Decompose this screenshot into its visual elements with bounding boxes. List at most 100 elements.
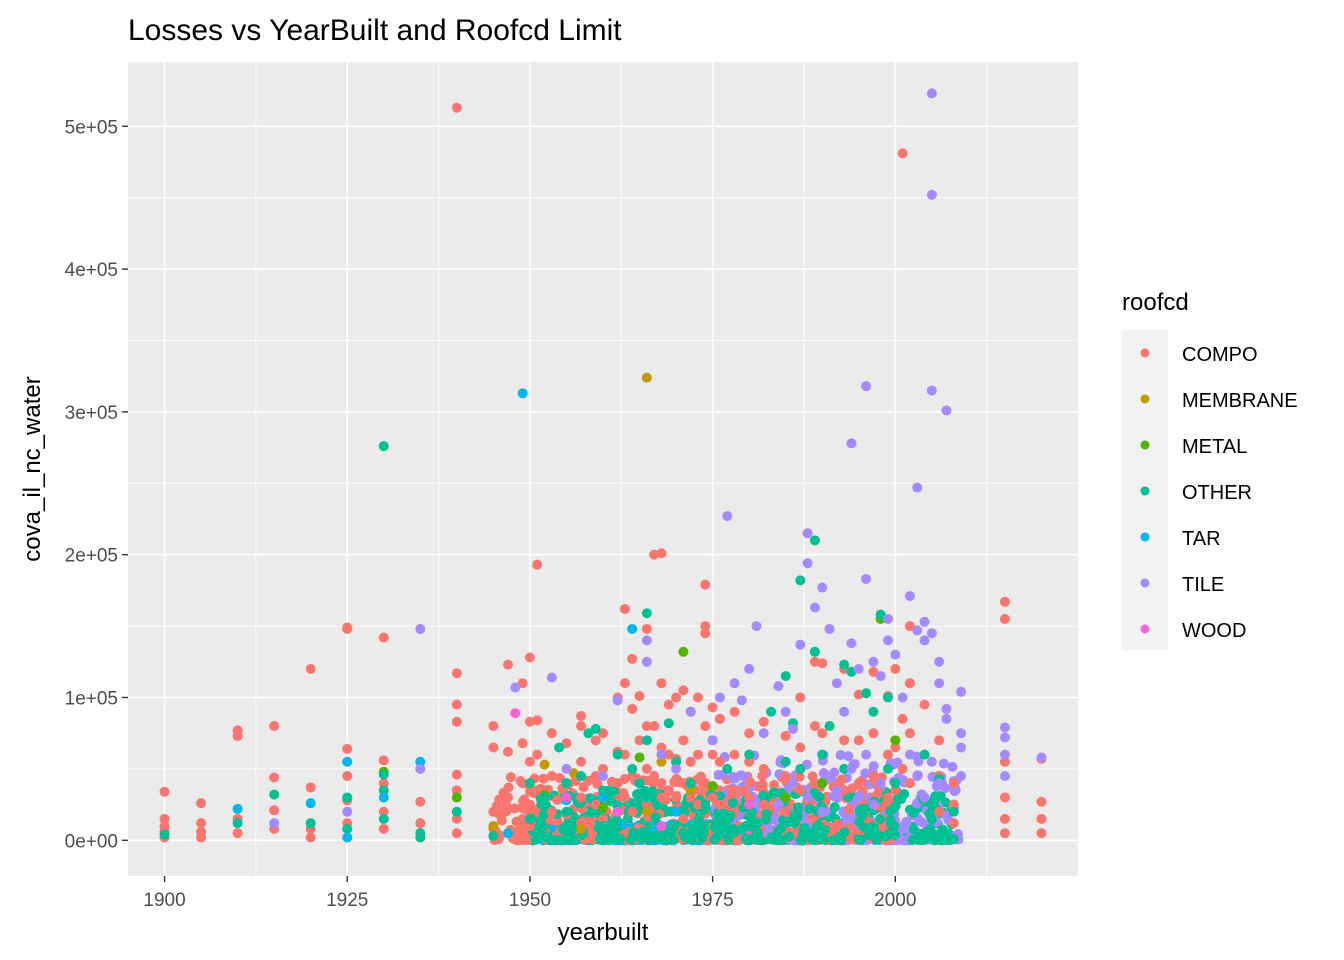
point-compo	[780, 806, 791, 817]
point-tar	[627, 623, 638, 634]
point-other	[712, 816, 723, 827]
point-other	[583, 728, 594, 739]
point-compo	[305, 782, 316, 793]
point-other	[778, 814, 789, 825]
point-other	[871, 834, 882, 845]
x-tick-label: 1900	[143, 890, 185, 911]
point-other	[744, 749, 755, 760]
point-other	[627, 763, 638, 774]
point-other	[554, 742, 565, 753]
point-compo	[517, 813, 528, 824]
point-compo	[883, 749, 893, 760]
point-tar	[503, 828, 513, 839]
point-other	[908, 824, 919, 835]
point-compo	[538, 773, 549, 784]
y-tick-label: 5e+05	[65, 117, 118, 138]
point-compo	[641, 721, 652, 732]
point-tile	[919, 635, 930, 646]
point-tile	[956, 771, 967, 782]
point-compo	[693, 799, 703, 810]
point-compo	[488, 742, 499, 753]
point-other	[875, 609, 886, 620]
point-compo	[524, 652, 535, 663]
point-membrane	[656, 756, 667, 767]
point-other	[677, 828, 688, 839]
point-compo	[517, 738, 528, 749]
chart-title: Losses vs YearBuilt and Roofcd Limit	[128, 14, 622, 47]
point-compo	[883, 792, 893, 803]
x-axis-title: yearbuilt	[558, 919, 649, 946]
point-tile	[926, 385, 937, 396]
point-tile	[883, 635, 893, 646]
point-tile	[641, 656, 652, 667]
point-other	[641, 608, 652, 619]
point-other	[378, 785, 389, 796]
point-tile	[818, 768, 829, 779]
point-compo	[999, 756, 1010, 767]
point-compo	[757, 779, 768, 790]
point-compo	[619, 603, 630, 614]
point-compo	[269, 805, 280, 816]
y-tick-label: 0e+00	[65, 831, 118, 852]
point-compo	[554, 773, 565, 784]
point-tile	[758, 728, 769, 739]
point-membrane	[641, 806, 652, 817]
point-compo	[269, 721, 280, 732]
x-tick-label: 1925	[326, 890, 368, 911]
point-other	[858, 822, 869, 833]
point-other	[550, 835, 561, 846]
point-other	[948, 806, 959, 817]
point-tile	[817, 582, 828, 593]
point-tile	[656, 749, 667, 760]
point-compo	[868, 771, 879, 782]
point-tile	[912, 482, 923, 493]
point-compo	[305, 663, 316, 674]
point-other	[378, 441, 389, 452]
point-compo	[999, 613, 1010, 624]
x-tick-label: 2000	[874, 890, 916, 911]
point-compo	[627, 806, 638, 817]
point-other	[829, 802, 840, 813]
point-other	[868, 706, 879, 717]
legend: roofcd COMPO MEMBRANE METAL OTHER TAR TILE WOO…	[1122, 289, 1298, 650]
x-tick-label: 1975	[691, 890, 733, 911]
legend-label-tar: TAR	[1182, 528, 1221, 550]
point-other	[563, 834, 574, 845]
point-tile	[846, 438, 857, 449]
legend-title: roofcd	[1122, 289, 1189, 316]
point-tile	[846, 638, 857, 649]
point-compo	[590, 735, 601, 746]
point-compo	[934, 735, 945, 746]
point-other	[818, 834, 829, 845]
point-other	[671, 756, 682, 767]
point-tile	[831, 785, 842, 796]
point-compo	[378, 778, 389, 789]
point-compo	[744, 792, 755, 803]
point-compo	[745, 777, 756, 788]
legend-key-membrane	[1140, 394, 1150, 404]
point-tile	[839, 706, 850, 717]
point-tile	[999, 771, 1010, 782]
point-tile	[730, 773, 741, 784]
point-other	[612, 749, 623, 760]
point-compo	[671, 792, 682, 803]
point-tile	[835, 749, 846, 760]
point-compo	[619, 678, 630, 689]
point-compo	[598, 728, 608, 739]
point-other	[641, 792, 652, 803]
point-compo	[342, 743, 353, 754]
point-compo	[524, 799, 535, 810]
point-other	[609, 832, 620, 843]
point-tile	[415, 763, 426, 774]
point-other	[839, 659, 850, 670]
point-compo	[948, 778, 959, 789]
point-tile	[817, 806, 828, 817]
point-other	[789, 818, 800, 829]
point-compo	[232, 828, 243, 839]
point-compo	[707, 792, 718, 803]
point-other	[569, 812, 580, 823]
point-tile	[846, 763, 857, 774]
point-tile	[685, 706, 696, 717]
point-compo	[707, 749, 718, 760]
